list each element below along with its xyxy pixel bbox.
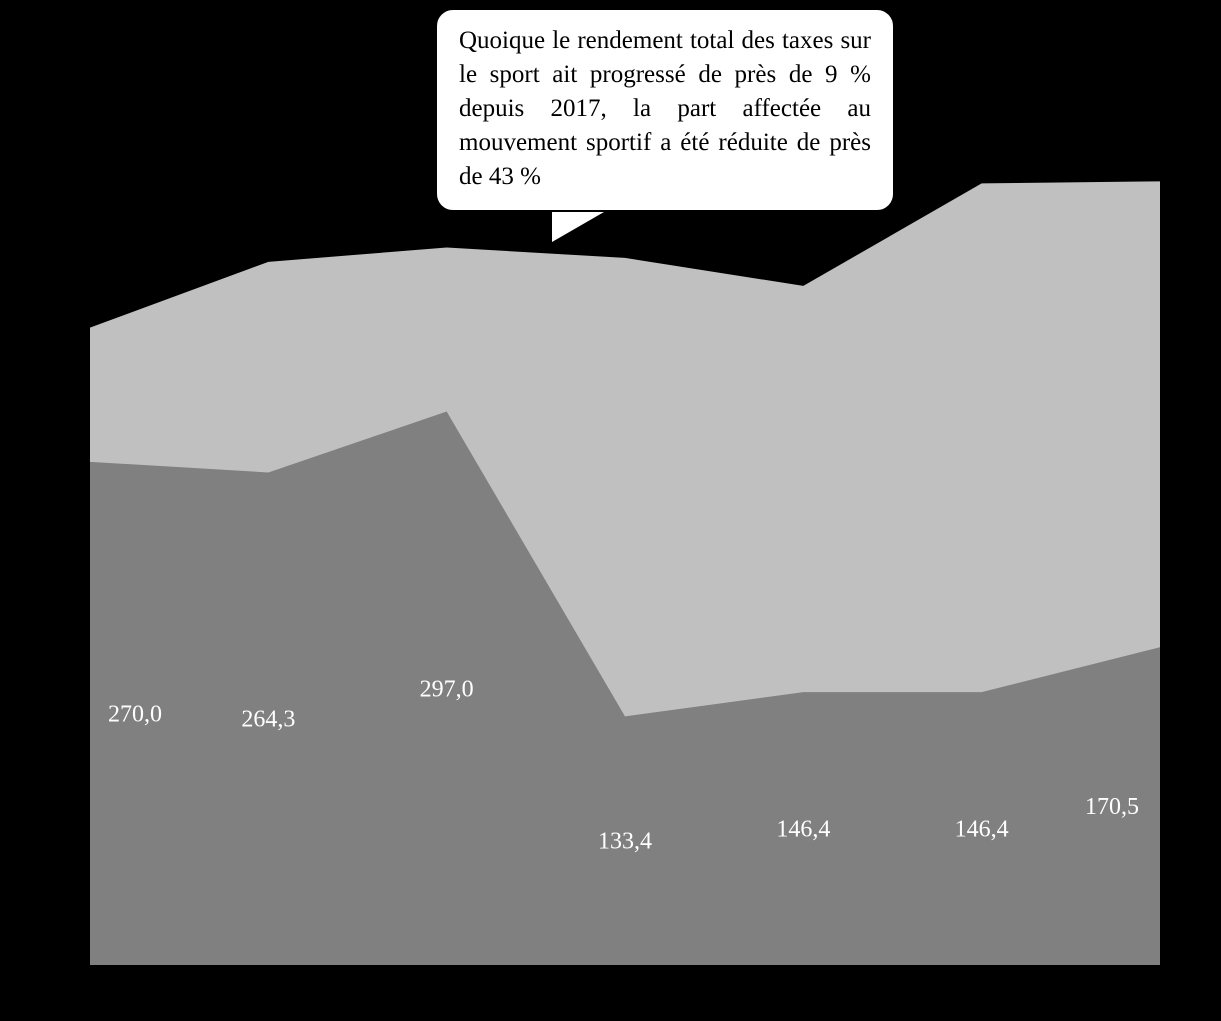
data-label: 270,0 — [108, 701, 162, 727]
data-label: 133,4 — [598, 829, 652, 855]
callout-bubble: Quoique le rendement total des taxes sur… — [435, 8, 895, 212]
area-series-part — [90, 411, 1160, 965]
data-label: 264,3 — [241, 707, 295, 733]
data-label: 146,4 — [955, 817, 1009, 843]
callout-tail — [552, 212, 604, 242]
callout-text: Quoique le rendement total des taxes sur… — [459, 27, 871, 190]
data-label: 146,4 — [776, 817, 830, 843]
data-label: 170,5 — [1085, 794, 1139, 820]
data-label: 297,0 — [420, 676, 474, 702]
